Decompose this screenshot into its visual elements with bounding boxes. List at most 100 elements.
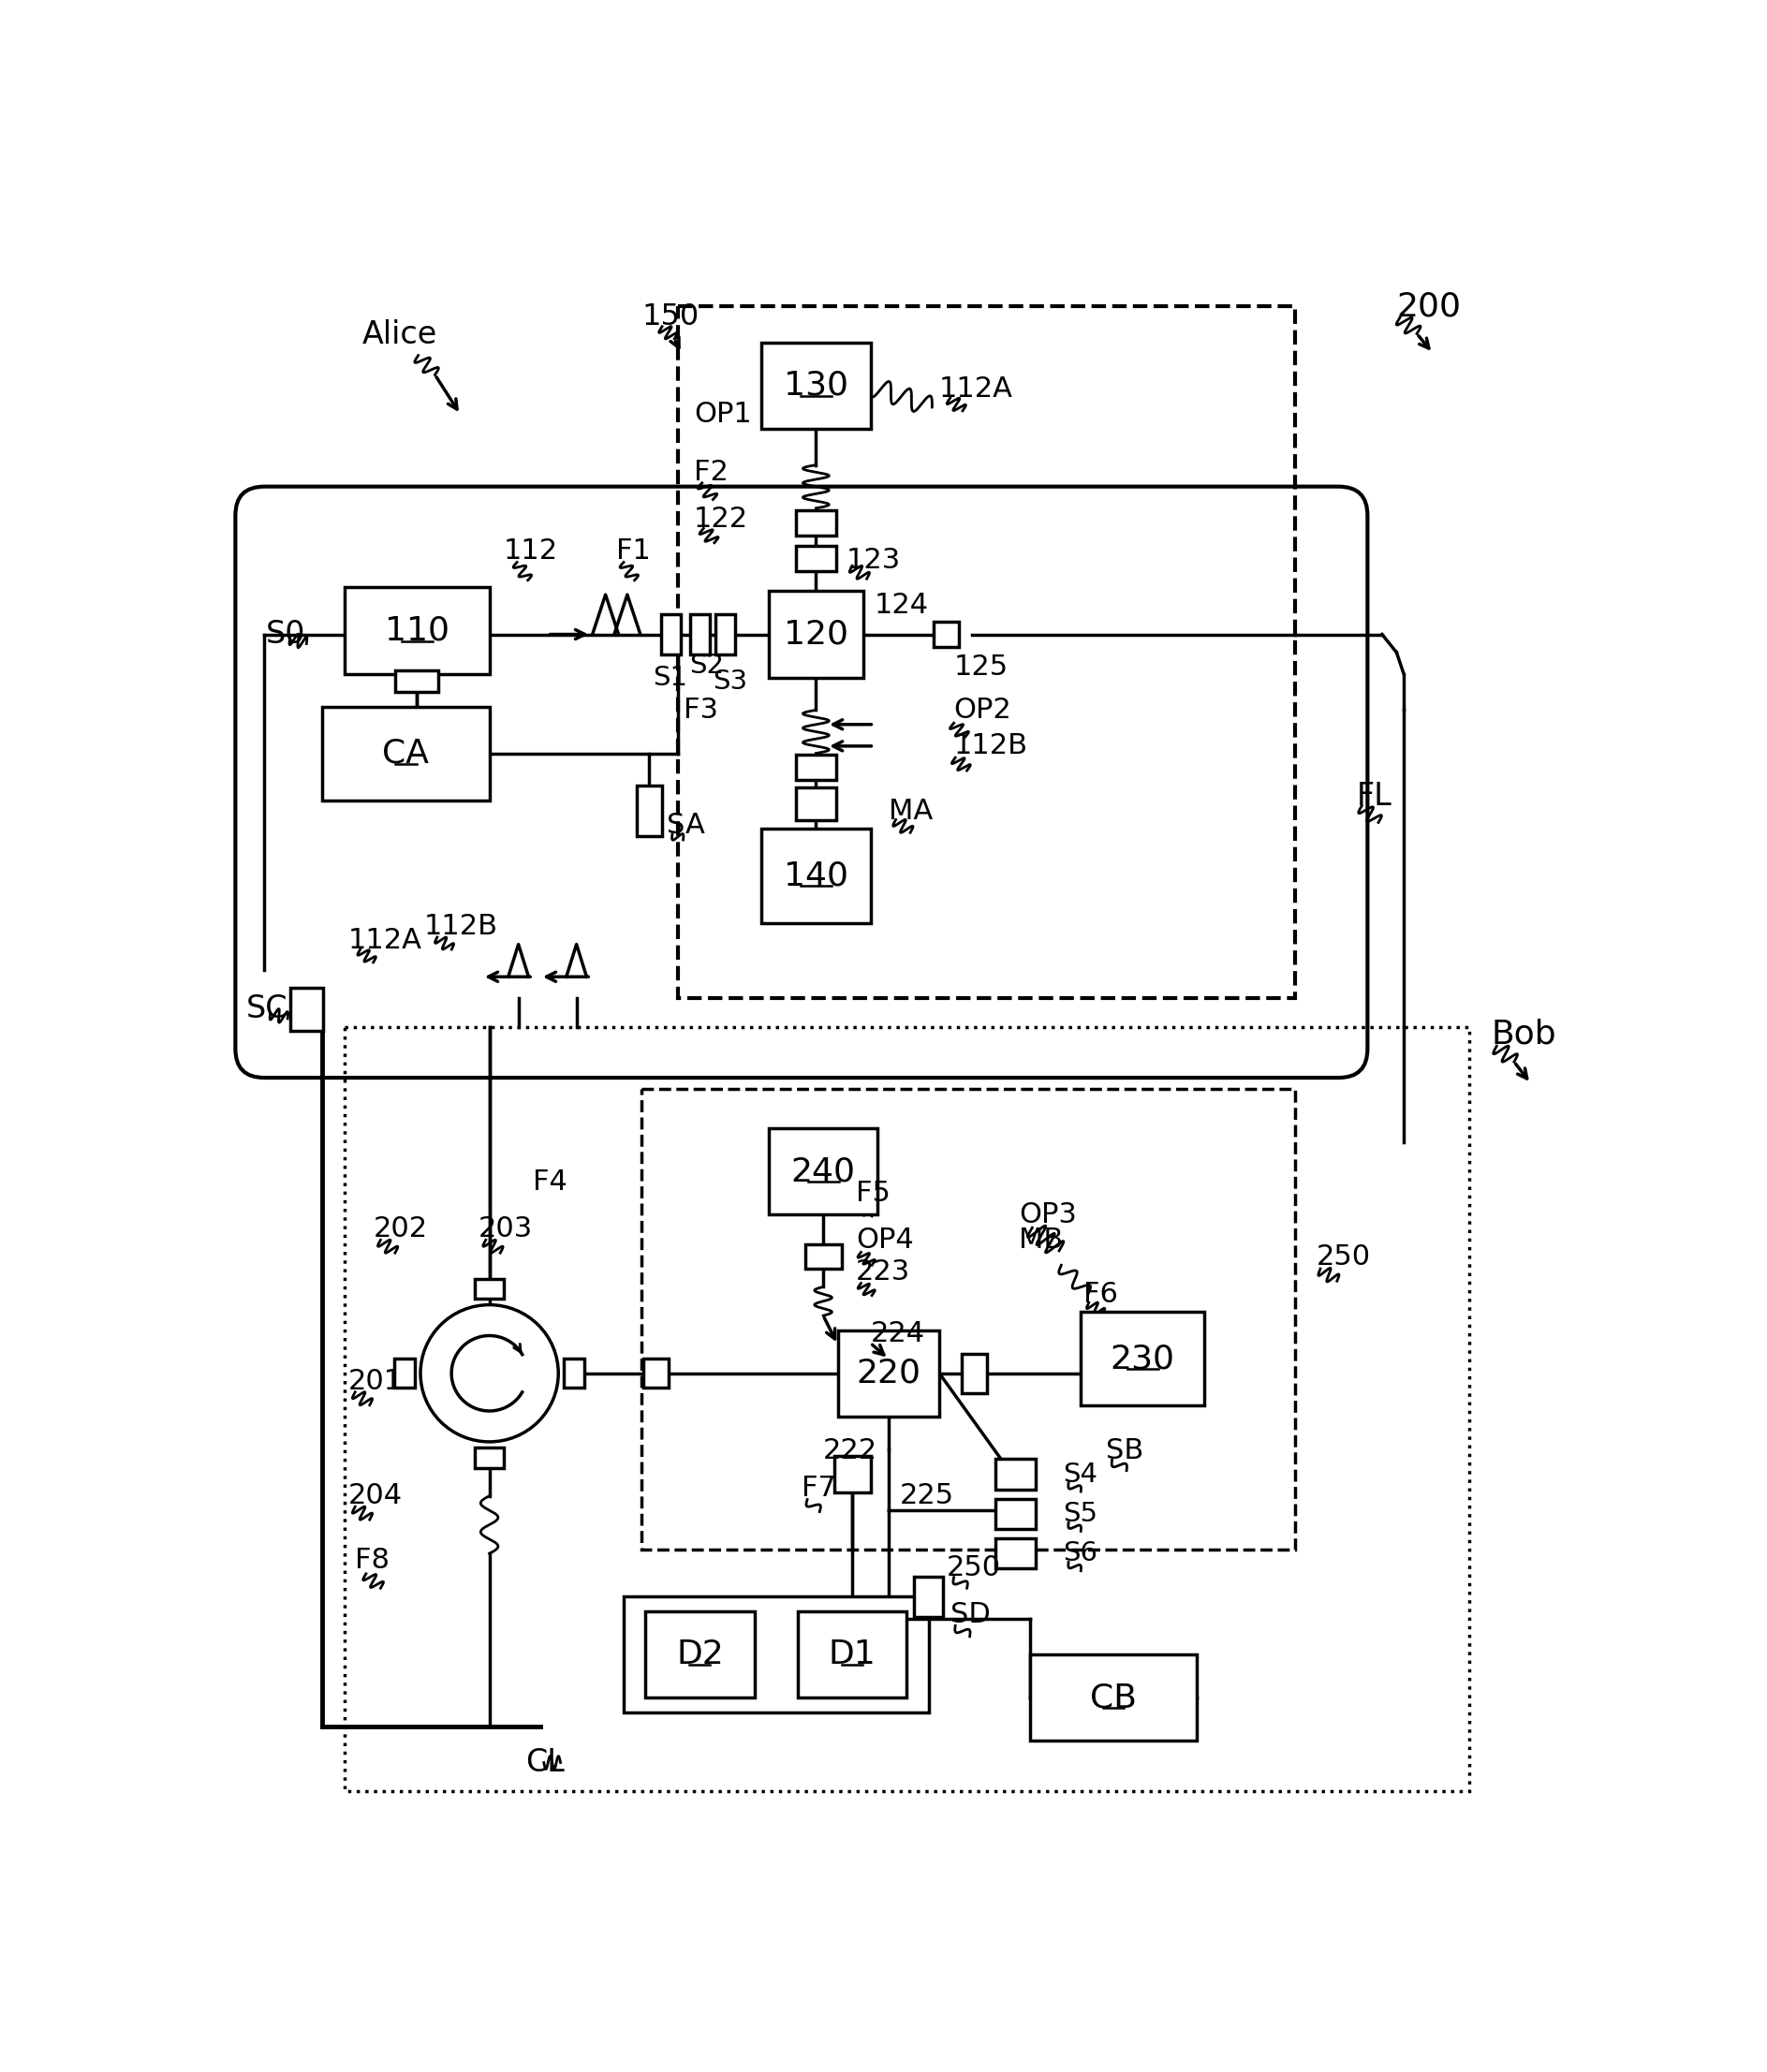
Text: S3: S3: [712, 667, 747, 694]
Text: 200: 200: [1396, 290, 1461, 323]
Bar: [795, 510, 836, 535]
Bar: [645, 1612, 755, 1697]
Text: CA: CA: [382, 738, 429, 769]
Text: 202: 202: [373, 1216, 428, 1243]
Bar: [345, 588, 489, 673]
Bar: [689, 615, 710, 655]
Bar: [762, 342, 871, 429]
Bar: [806, 1243, 841, 1270]
Text: F1: F1: [617, 539, 650, 566]
Text: S6: S6: [1062, 1539, 1097, 1566]
Text: CB: CB: [1090, 1682, 1136, 1714]
Text: 140: 140: [783, 860, 848, 891]
Text: Alice: Alice: [362, 319, 438, 350]
Bar: [795, 754, 836, 781]
Text: 124: 124: [875, 593, 928, 620]
Text: D1: D1: [829, 1639, 876, 1670]
Text: SA: SA: [668, 812, 705, 839]
Bar: [795, 787, 836, 821]
Text: F2: F2: [694, 458, 728, 485]
Bar: [1081, 1312, 1205, 1405]
Bar: [564, 1359, 585, 1388]
Bar: [716, 615, 735, 655]
Text: 240: 240: [792, 1156, 855, 1187]
Bar: [1030, 1653, 1196, 1740]
Text: S2: S2: [689, 653, 724, 678]
Text: SB: SB: [1106, 1438, 1143, 1465]
Text: 225: 225: [899, 1481, 954, 1508]
Bar: [641, 1088, 1295, 1550]
Bar: [769, 1127, 878, 1214]
Bar: [995, 1498, 1035, 1529]
Text: 130: 130: [783, 369, 848, 402]
Text: 110: 110: [385, 615, 449, 646]
Bar: [834, 1457, 871, 1492]
Text: 220: 220: [857, 1357, 921, 1388]
Text: F7: F7: [802, 1475, 836, 1502]
Bar: [995, 1537, 1035, 1569]
Text: OP3: OP3: [1020, 1202, 1078, 1229]
Text: 201: 201: [348, 1368, 403, 1397]
Text: S4: S4: [1062, 1461, 1097, 1488]
Bar: [394, 1359, 415, 1388]
Text: 112B: 112B: [424, 914, 498, 941]
Text: F4: F4: [534, 1169, 567, 1196]
Bar: [838, 1330, 940, 1417]
Text: 112: 112: [504, 539, 558, 566]
Bar: [396, 671, 438, 692]
Text: OP4: OP4: [855, 1227, 914, 1254]
Bar: [762, 829, 871, 922]
Text: S0: S0: [265, 620, 306, 651]
Text: F3: F3: [684, 696, 719, 723]
Text: F6: F6: [1083, 1280, 1117, 1307]
Text: F8: F8: [355, 1548, 391, 1575]
Text: OP1: OP1: [694, 400, 753, 429]
Bar: [661, 615, 680, 655]
Bar: [914, 1577, 944, 1616]
Text: 203: 203: [479, 1216, 534, 1243]
Text: 112A: 112A: [348, 926, 422, 955]
Text: 223: 223: [855, 1260, 910, 1287]
Text: Bob: Bob: [1491, 1019, 1557, 1051]
Bar: [643, 1359, 670, 1388]
Text: 222: 222: [823, 1438, 878, 1465]
Text: CL: CL: [525, 1747, 565, 1778]
Bar: [290, 988, 323, 1032]
Bar: [322, 707, 489, 800]
Bar: [624, 1598, 928, 1711]
Text: 112A: 112A: [940, 375, 1012, 402]
Circle shape: [421, 1305, 558, 1442]
Text: SD: SD: [951, 1602, 990, 1629]
Bar: [935, 622, 959, 646]
Text: SC: SC: [246, 995, 288, 1026]
Text: FL: FL: [1357, 781, 1392, 812]
Text: 250: 250: [1316, 1243, 1371, 1270]
Text: S1: S1: [652, 665, 687, 690]
Text: 224: 224: [871, 1320, 924, 1347]
Bar: [799, 1612, 906, 1697]
Text: 150: 150: [641, 303, 700, 332]
Text: 122: 122: [694, 506, 749, 533]
Text: 112B: 112B: [954, 733, 1028, 760]
Text: MA: MA: [889, 798, 933, 825]
Bar: [679, 307, 1295, 999]
Bar: [961, 1353, 986, 1392]
Text: 250: 250: [947, 1554, 1002, 1581]
Bar: [995, 1459, 1035, 1490]
Text: 125: 125: [954, 653, 1009, 680]
Text: 123: 123: [846, 547, 901, 574]
Text: 120: 120: [783, 617, 848, 651]
Bar: [795, 547, 836, 572]
Bar: [475, 1448, 504, 1467]
Text: 204: 204: [348, 1481, 403, 1508]
Text: MB: MB: [1020, 1227, 1064, 1254]
Text: 230: 230: [1110, 1343, 1175, 1376]
Text: S5: S5: [1062, 1500, 1097, 1527]
Text: D2: D2: [677, 1639, 724, 1670]
Bar: [345, 1028, 1468, 1792]
Text: OP2: OP2: [954, 696, 1012, 723]
Bar: [769, 591, 862, 678]
Bar: [636, 785, 663, 837]
Bar: [475, 1278, 504, 1299]
Text: F5: F5: [855, 1179, 891, 1206]
